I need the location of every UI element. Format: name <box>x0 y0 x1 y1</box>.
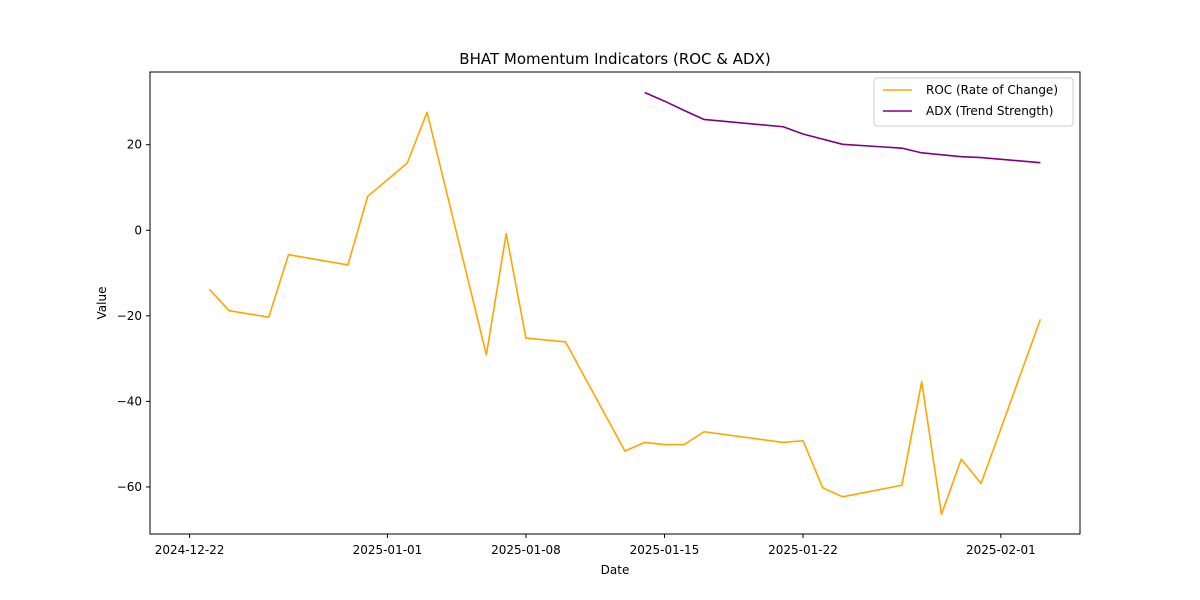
legend-label-roc: ROC (Rate of Change) <box>926 83 1058 97</box>
plot-frame <box>149 71 1081 535</box>
y-tick-label: −20 <box>117 309 142 323</box>
series-line-adx <box>644 91 1041 164</box>
legend-box <box>873 77 1074 127</box>
series-line-roc <box>208 111 1042 516</box>
y-tick-label: 0 <box>134 223 142 237</box>
x-axis-ticks: 2024-12-22 2025-01-01 2025-01-08 2025-01-15… <box>155 534 1036 557</box>
x-axis-label: Date <box>601 563 630 577</box>
legend-label-adx: ADX (Trend Strength) <box>926 104 1053 118</box>
y-axis-ticks: −60 −40 −20 0 20 <box>117 138 150 494</box>
x-tick-label: 2025-01-22 <box>768 543 838 557</box>
y-tick-label: 20 <box>127 138 142 152</box>
x-tick-label: 2025-01-15 <box>630 543 700 557</box>
x-tick-label: 2025-01-01 <box>353 543 423 557</box>
y-tick-label: −60 <box>117 480 142 494</box>
y-tick-label: −40 <box>117 394 142 408</box>
legend: ROC (Rate of Change) ADX (Trend Strength) <box>873 77 1074 127</box>
legend-items: ROC (Rate of Change) ADX (Trend Strength) <box>883 83 1058 118</box>
chart-title: BHAT Momentum Indicators (ROC & ADX) <box>459 50 770 68</box>
x-tick-label: 2024-12-22 <box>155 543 225 557</box>
plot-content <box>208 91 1042 516</box>
x-tick-label: 2025-01-08 <box>491 543 561 557</box>
y-axis-label: Value <box>95 287 109 320</box>
x-tick-label: 2025-02-01 <box>966 543 1036 557</box>
